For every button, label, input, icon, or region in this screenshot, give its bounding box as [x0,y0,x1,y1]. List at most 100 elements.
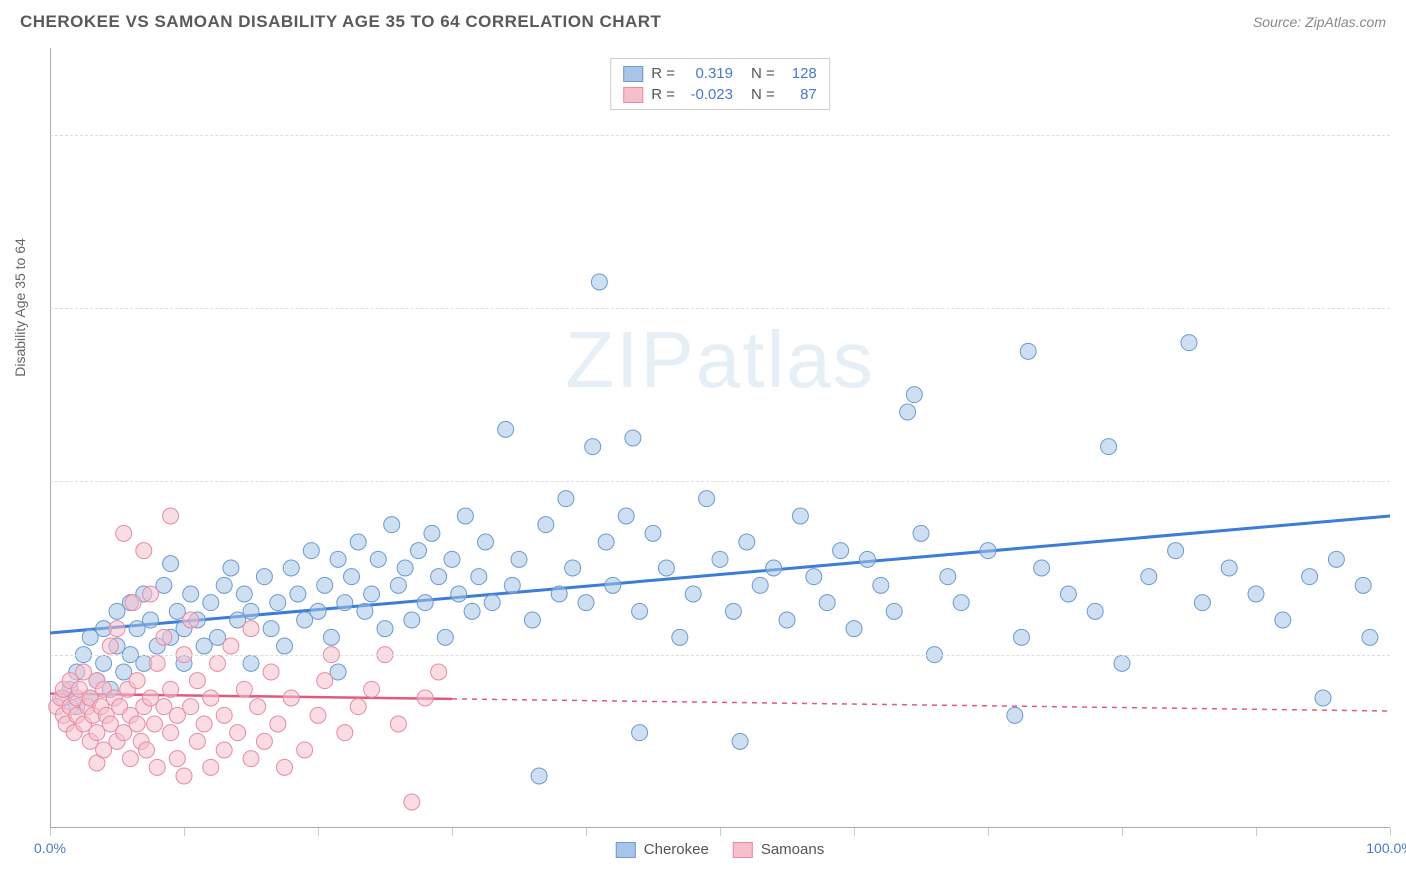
data-point [129,673,145,689]
legend-swatch [623,87,643,103]
data-point [223,560,239,576]
x-tick [1390,828,1391,836]
data-point [632,603,648,619]
data-point [417,690,433,706]
x-tick [50,828,51,836]
data-point [1194,595,1210,611]
data-point [833,543,849,559]
data-point [256,733,272,749]
data-point [605,577,621,593]
data-point [424,525,440,541]
legend-label: Cherokee [644,841,709,858]
data-point [183,699,199,715]
data-point [598,534,614,550]
legend-swatch [623,66,643,82]
data-point [147,716,163,732]
legend-label: Samoans [761,841,824,858]
legend-r-label: R = [651,65,675,82]
data-point [317,577,333,593]
data-point [1007,707,1023,723]
data-point [370,551,386,567]
data-point [913,525,929,541]
data-point [1060,586,1076,602]
data-point [779,612,795,628]
data-point [290,586,306,602]
data-point [457,508,473,524]
data-point [330,551,346,567]
data-point [216,742,232,758]
data-point [766,560,782,576]
correlation-legend: R =0.319N =128R =-0.023N =87 [610,58,830,110]
legend-item: Cherokee [616,841,709,858]
data-point [163,556,179,572]
data-point [1221,560,1237,576]
data-point [940,569,956,585]
data-point [283,690,299,706]
data-point [223,638,239,654]
data-point [437,629,453,645]
data-point [404,794,420,810]
data-point [203,595,219,611]
data-point [484,595,500,611]
legend-r-label: R = [651,86,675,103]
data-point [900,404,916,420]
data-point [578,595,594,611]
data-point [451,586,467,602]
data-point [658,560,674,576]
series-legend: Cherokee Samoans [616,841,824,858]
data-point [471,569,487,585]
data-point [417,595,433,611]
data-point [125,595,141,611]
grid-line [50,308,1390,309]
data-point [384,517,400,533]
data-point [243,751,259,767]
data-point [1034,560,1050,576]
data-point [377,621,393,637]
data-point [551,586,567,602]
data-point [1101,439,1117,455]
data-point [350,534,366,550]
data-point [163,508,179,524]
data-point [752,577,768,593]
data-point [337,725,353,741]
data-point [565,560,581,576]
x-tick [452,828,453,836]
y-axis-label: Disability Age 35 to 64 [12,238,28,377]
data-point [1302,569,1318,585]
data-point [953,595,969,611]
data-point [196,716,212,732]
data-point [364,681,380,697]
data-point [1328,551,1344,567]
legend-row: R =0.319N =128 [623,63,817,84]
data-point [1315,690,1331,706]
data-point [149,759,165,775]
data-point [806,569,822,585]
data-point [136,543,152,559]
data-point [1248,586,1264,602]
data-point [310,603,326,619]
data-point [464,603,480,619]
data-point [169,751,185,767]
scatter-points [50,48,1390,828]
data-point [1014,629,1030,645]
grid-line [50,135,1390,136]
data-point [109,621,125,637]
data-point [189,733,205,749]
x-tick [1256,828,1257,836]
data-point [1114,655,1130,671]
plot-area: ZIPatlas R =0.319N =128R =-0.023N =87 20… [50,48,1390,828]
data-point [873,577,889,593]
data-point [685,586,701,602]
x-tick [1122,828,1123,836]
data-point [478,534,494,550]
data-point [531,768,547,784]
data-point [585,439,601,455]
legend-swatch [733,842,753,858]
data-point [263,621,279,637]
data-point [156,629,172,645]
data-point [243,655,259,671]
data-point [263,664,279,680]
data-point [183,586,199,602]
x-tick [318,828,319,836]
data-point [1087,603,1103,619]
